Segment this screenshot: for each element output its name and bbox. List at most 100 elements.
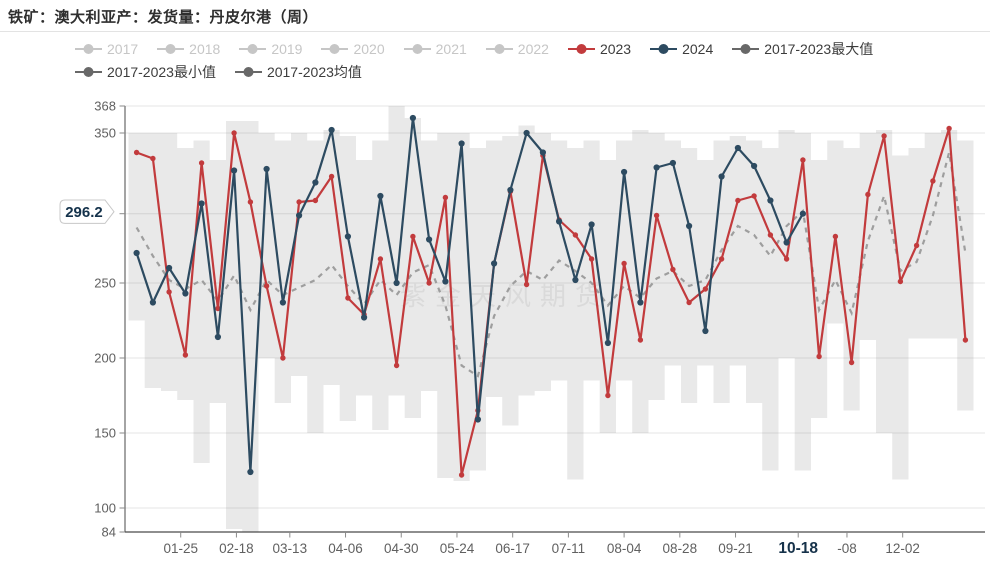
y-axis-badge-shape bbox=[59, 199, 115, 224]
series-2024-marker bbox=[637, 299, 644, 306]
series-2024-marker bbox=[783, 239, 790, 246]
x-tick-label: 09-21 bbox=[718, 541, 753, 556]
series-2024-marker bbox=[621, 168, 628, 176]
x-tick-label: 02-18 bbox=[219, 541, 254, 556]
series-2024-marker bbox=[539, 149, 547, 156]
watermark-text: 紫金天风期货 bbox=[400, 281, 610, 311]
legend-item-2024[interactable]: 2024 bbox=[650, 40, 713, 58]
legend-item-2021[interactable]: 2021 bbox=[403, 40, 467, 58]
x-tick-label: 05-24 bbox=[440, 541, 475, 556]
series-2024-marker bbox=[507, 186, 514, 194]
title-divider bbox=[0, 31, 990, 32]
series-2023-marker bbox=[637, 337, 644, 343]
legend-item-min[interactable]: 2017-2023最小值 bbox=[75, 63, 216, 81]
series-2023-marker bbox=[816, 353, 822, 360]
series-2023-marker bbox=[670, 266, 676, 273]
series-2023-marker bbox=[735, 197, 741, 204]
legend-label: 2017 bbox=[107, 41, 139, 57]
x-tick-label: 04-30 bbox=[384, 541, 419, 556]
series-2023-marker bbox=[247, 199, 254, 205]
series-2023-marker bbox=[718, 256, 725, 262]
series-2024-marker bbox=[751, 162, 758, 170]
series-2023-marker bbox=[588, 256, 595, 262]
legend-line-marker-icon bbox=[567, 44, 595, 54]
series-2024-marker bbox=[166, 264, 173, 272]
series-2024-marker bbox=[523, 129, 530, 137]
series-2024-marker bbox=[669, 159, 677, 167]
legend-item-max[interactable]: 2017-2023最大值 bbox=[732, 40, 873, 58]
legend-row-2: 2017-2023最小值 2017-2023均值 bbox=[75, 63, 873, 81]
series-2023-marker bbox=[913, 242, 920, 249]
series-2023-marker bbox=[848, 359, 855, 366]
series-2024-marker bbox=[556, 218, 563, 225]
legend-line-marker-icon bbox=[239, 44, 267, 54]
series-2023-marker bbox=[133, 149, 140, 156]
y-axis-badge-value: 296.2 bbox=[65, 204, 103, 221]
series-2023-marker bbox=[702, 286, 709, 292]
x-tick-label: -08 bbox=[837, 541, 857, 556]
series-2023-marker bbox=[166, 289, 172, 295]
series-2024-marker bbox=[279, 299, 286, 306]
series-2023-marker bbox=[832, 233, 839, 240]
series-2024-marker bbox=[133, 249, 140, 257]
legend-item-2023[interactable]: 2023 bbox=[567, 40, 632, 58]
legend-item-2020[interactable]: 2020 bbox=[321, 40, 385, 58]
x-tick-label: 12-02 bbox=[885, 541, 920, 556]
series-2024-marker bbox=[718, 173, 725, 180]
x-tick-label: 08-28 bbox=[663, 541, 698, 556]
legend-item-2019[interactable]: 2019 bbox=[239, 40, 302, 58]
series-2024-marker bbox=[328, 126, 335, 134]
x-tick-label: 08-04 bbox=[607, 541, 642, 556]
series-2023-marker bbox=[198, 160, 205, 166]
series-2023-marker bbox=[215, 305, 221, 312]
legend-item-mean[interactable]: 2017-2023均值 bbox=[234, 63, 362, 81]
series-2024-marker bbox=[572, 276, 579, 284]
legend-item-2017[interactable]: 2017 bbox=[75, 40, 138, 58]
series-2023-marker bbox=[572, 232, 579, 238]
legend-line-marker-icon bbox=[75, 44, 102, 54]
series-2023-marker bbox=[296, 199, 302, 205]
legend-line-marker-icon bbox=[650, 44, 678, 54]
legend-line-marker-icon bbox=[321, 44, 349, 54]
legend-label: 2017-2023最大值 bbox=[764, 41, 874, 57]
series-2024-marker bbox=[686, 222, 693, 230]
x-axis-labels: 01-25 02-18 03-13 04-06 04-30 05-24 06-17 07-11… bbox=[163, 540, 919, 557]
series-2023-marker bbox=[393, 362, 400, 369]
legend-row-1: 2017 2018 2019 2020 2021 2022 2023 2024 2017-202… bbox=[75, 40, 873, 58]
series-2023-marker bbox=[865, 191, 871, 198]
series-2024-marker bbox=[426, 236, 433, 243]
series-2024-marker bbox=[312, 179, 319, 186]
legend-line-marker-icon bbox=[234, 67, 262, 77]
series-2023-marker bbox=[881, 133, 887, 139]
y-tick-label: 250 bbox=[94, 276, 116, 291]
series-2024-marker bbox=[296, 212, 303, 219]
legend-label: 2023 bbox=[599, 41, 632, 57]
series-2023-marker bbox=[767, 232, 774, 238]
series-2023-marker bbox=[345, 295, 351, 301]
x-tick-label: 06-17 bbox=[495, 541, 530, 556]
y-tick-label: 100 bbox=[94, 501, 116, 516]
series-2023-marker bbox=[523, 281, 530, 288]
legend-item-2022[interactable]: 2022 bbox=[485, 40, 549, 58]
series-2023-marker bbox=[231, 130, 237, 136]
series-2024-marker bbox=[393, 279, 400, 287]
legend-label: 2022 bbox=[517, 41, 549, 57]
page-title: 铁矿：澳大利亚产：发货量：丹皮尔港（周） bbox=[8, 9, 319, 26]
series-2024-marker bbox=[149, 299, 156, 306]
series-2023-marker bbox=[280, 355, 286, 361]
legend-label: 2019 bbox=[271, 41, 303, 57]
y-tick-label: 84 bbox=[102, 525, 116, 540]
legend-line-marker-icon bbox=[485, 44, 513, 54]
legend-label: 2021 bbox=[435, 41, 467, 57]
series-2023-marker bbox=[946, 125, 952, 132]
series-2023-marker bbox=[897, 278, 904, 285]
y-tick-label: 150 bbox=[94, 426, 116, 441]
series-2023-marker bbox=[328, 173, 335, 180]
legend-label: 2020 bbox=[353, 41, 385, 57]
legend-item-2018[interactable]: 2018 bbox=[157, 40, 220, 58]
series-2024-marker bbox=[214, 333, 221, 341]
series-2024-marker bbox=[442, 278, 449, 285]
series-2024-marker bbox=[231, 167, 238, 174]
min-max-band bbox=[128, 106, 974, 532]
legend-label: 2024 bbox=[682, 41, 714, 57]
